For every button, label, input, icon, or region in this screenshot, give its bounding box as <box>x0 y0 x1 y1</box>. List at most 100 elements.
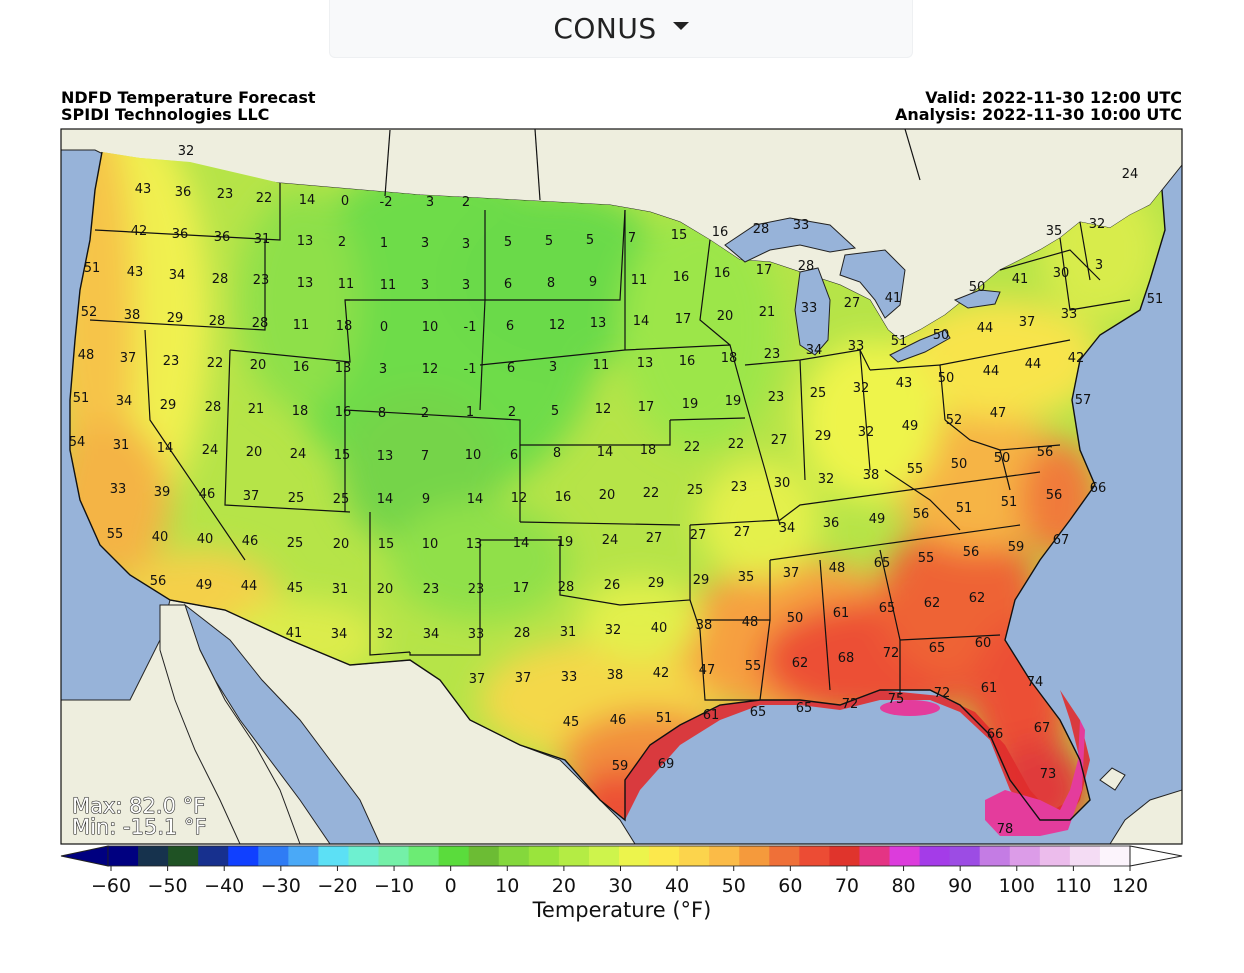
temperature-label: 59 <box>1008 540 1025 555</box>
temperature-label: 61 <box>703 708 720 723</box>
colorbar-tick-label: 20 <box>552 875 576 897</box>
colorbar-max-arrow <box>1129 845 1183 867</box>
temperature-label: 3 <box>379 362 387 377</box>
temperature-label: 46 <box>610 713 627 728</box>
temperature-label: 45 <box>563 715 580 730</box>
temperature-label: 27 <box>771 433 788 448</box>
temperature-label: 23 <box>768 390 785 405</box>
temperature-label: 48 <box>78 348 95 363</box>
colorbar-tick-label: 120 <box>1112 875 1148 897</box>
temperature-label: 32 <box>178 144 195 159</box>
temperature-label: 16 <box>673 270 690 285</box>
temperature-label: 3 <box>549 360 557 375</box>
temperature-label: 0 <box>380 320 388 335</box>
temperature-label: 33 <box>468 627 485 642</box>
lake-superior <box>724 217 857 263</box>
temperature-label: 27 <box>646 531 663 546</box>
cuba-land <box>1109 789 1182 844</box>
colorbar-bin <box>679 846 710 866</box>
temperature-label: 22 <box>643 486 660 501</box>
colorbar-bin <box>288 846 320 866</box>
temperature-label: 15 <box>671 228 688 243</box>
temperature-label: 16 <box>293 360 310 375</box>
temperature-label: 12 <box>549 318 566 333</box>
colorbar-tick-label: 10 <box>495 875 519 897</box>
temperature-label: 16 <box>335 405 352 420</box>
temperature-label: 34 <box>423 627 440 642</box>
temperature-label: 45 <box>287 581 304 596</box>
temperature-label: 65 <box>874 556 891 571</box>
temperature-label: 29 <box>693 573 710 588</box>
max-min-box: Max: 82.0 °F Min: -15.1 °F <box>72 795 208 838</box>
valid-time: Valid: 2022-11-30 12:00 UTC <box>925 88 1182 107</box>
colorbar-tick-label: 30 <box>608 875 632 897</box>
temperature-label: 28 <box>514 626 531 641</box>
colorbar-bin <box>1099 846 1131 866</box>
colorbar-bin <box>1039 846 1071 866</box>
temperature-label: 74 <box>1027 675 1044 690</box>
map-title: NDFD Temperature Forecast <box>61 88 316 107</box>
temperature-label: 6 <box>504 277 512 292</box>
temperature-label: 22 <box>728 437 745 452</box>
temperature-label: 14 <box>467 492 484 507</box>
temperature-label: 20 <box>599 488 616 503</box>
temperature-label: 23 <box>731 480 748 495</box>
colorbar-bin <box>138 846 169 866</box>
colorbar-tick-label: 40 <box>665 875 689 897</box>
temperature-label: 62 <box>792 656 809 671</box>
temperature-label: 44 <box>983 364 1000 379</box>
temperature-label: 52 <box>946 413 963 428</box>
temperature-label: 19 <box>725 394 742 409</box>
temperature-label: 20 <box>246 445 263 460</box>
temperature-label: 61 <box>833 606 850 621</box>
temperature-label: 17 <box>638 400 655 415</box>
colorbar-bin <box>949 846 981 866</box>
temperature-label: 48 <box>742 615 759 630</box>
colorbar-border <box>107 845 1131 867</box>
temperature-label: 7 <box>421 449 429 464</box>
temperature-label: -2 <box>380 195 393 210</box>
colorbar-bin <box>528 846 560 866</box>
temperature-label: 78 <box>997 822 1014 837</box>
temperature-label: 65 <box>929 641 946 656</box>
temperature-label: 34 <box>806 343 823 358</box>
temperature-label: 56 <box>150 574 167 589</box>
temperature-label: 43 <box>896 376 913 391</box>
temperature-label: 14 <box>157 441 174 456</box>
temperature-label: 11 <box>380 278 397 293</box>
temperature-label: 25 <box>333 492 350 507</box>
temperature-label: 60 <box>975 636 992 651</box>
temperature-label: 28 <box>205 400 222 415</box>
temperature-label: 11 <box>593 358 610 373</box>
temperature-label: 11 <box>631 273 648 288</box>
temperature-label: 13 <box>377 449 394 464</box>
temperature-label: 8 <box>378 406 386 421</box>
temperature-label: 55 <box>907 462 924 477</box>
colorbar-tick-label: −30 <box>261 875 301 897</box>
temperature-label: 68 <box>838 651 855 666</box>
temperature-label: 37 <box>243 489 260 504</box>
colorbar-tick-label: −20 <box>317 875 357 897</box>
temperature-label: 33 <box>793 218 810 233</box>
temperature-label: 56 <box>913 507 930 522</box>
temperature-label: 31 <box>113 438 130 453</box>
temperature-label: 37 <box>120 351 137 366</box>
us-outline <box>69 151 1166 822</box>
temperature-label: 43 <box>135 182 152 197</box>
temperature-label: 33 <box>561 670 578 685</box>
region-dropdown[interactable]: CONUS <box>329 0 913 58</box>
temperature-label: 34 <box>169 268 186 283</box>
temperature-label: 3 <box>1095 258 1103 273</box>
temperature-label: 24 <box>602 533 619 548</box>
colorbar-bin <box>799 846 831 866</box>
temperature-label: 62 <box>924 596 941 611</box>
temperature-label: 55 <box>107 527 124 542</box>
temperature-label: 2 <box>508 405 516 420</box>
colorbar-tick-label: −10 <box>374 875 414 897</box>
colorbar-bin <box>649 846 680 866</box>
map-frame <box>60 128 1183 845</box>
temperature-label: 3 <box>426 195 434 210</box>
temperature-label: 41 <box>885 291 902 306</box>
colorbar-bin <box>258 846 289 866</box>
